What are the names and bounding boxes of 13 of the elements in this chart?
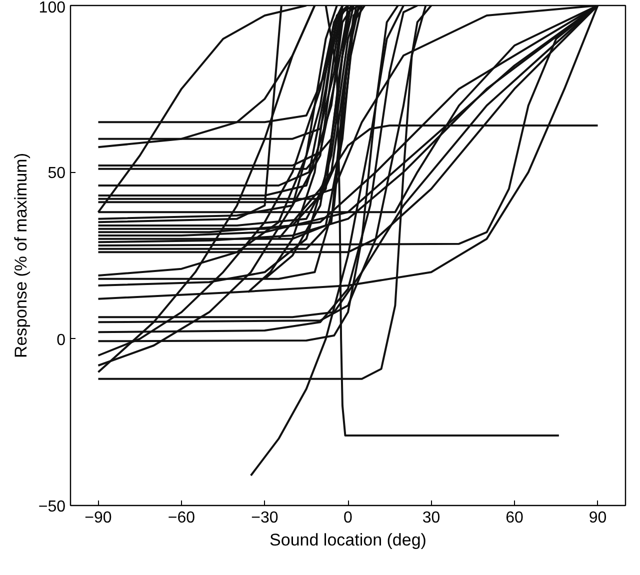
x-tick-label: 90: [588, 510, 607, 526]
x-tick-label: 0: [344, 510, 353, 526]
y-tick-label: 0: [56, 332, 66, 349]
x-axis-title: Sound location (deg): [270, 530, 426, 550]
x-tick-label: 60: [506, 510, 524, 526]
x-tick-label: −60: [168, 510, 196, 526]
y-tick-label: −50: [38, 498, 66, 516]
y-tick-label: 100: [38, 0, 66, 16]
x-tick-label: −30: [251, 510, 278, 526]
y-axis-title: Response (% of maximum): [11, 152, 30, 358]
x-tick-label: −90: [84, 510, 112, 526]
x-tick-label: 30: [422, 510, 440, 526]
y-tick-label: 50: [48, 165, 66, 182]
